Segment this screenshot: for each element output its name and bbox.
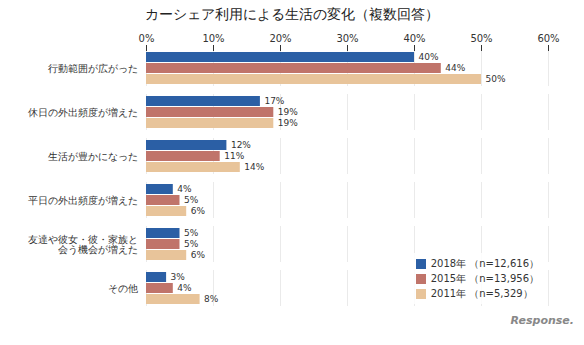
html-text:2018年 （n=12,616）: 2018年 （n=12,616） bbox=[430, 258, 539, 269]
html-text:2015年 （n=13,956）: 2015年 （n=13,956） bbox=[430, 273, 539, 284]
svg-text:生活が豊かになった: 生活が豊かになった bbox=[48, 151, 138, 162]
svg-text:12%: 12% bbox=[231, 140, 251, 150]
svg-text:10%: 10% bbox=[202, 33, 224, 44]
svg-text:30%: 30% bbox=[336, 33, 358, 44]
svg-text:40%: 40% bbox=[419, 52, 439, 62]
svg-text:19%: 19% bbox=[278, 118, 298, 128]
svg-text:休日の外出頻度が増えた: 休日の外出頻度が増えた bbox=[28, 107, 138, 118]
svg-text:17%: 17% bbox=[264, 96, 284, 106]
svg-text:友達や彼女・彼・家族と会う機会が増えた: 友達や彼女・彼・家族と会う機会が増えた bbox=[28, 234, 138, 255]
svg-text:40%: 40% bbox=[403, 33, 425, 44]
svg-text:8%: 8% bbox=[204, 294, 219, 304]
svg-text:6%: 6% bbox=[191, 206, 206, 216]
svg-text:5%: 5% bbox=[184, 228, 199, 238]
html-text:Response.: Response. bbox=[510, 314, 574, 327]
svg-text:0%: 0% bbox=[139, 33, 155, 44]
svg-text:3%: 3% bbox=[171, 272, 186, 282]
svg-text:行動範囲が広がった: 行動範囲が広がった bbox=[48, 63, 138, 74]
svg-text:19%: 19% bbox=[278, 107, 298, 117]
svg-text:平日の外出頻度が増えた: 平日の外出頻度が増えた bbox=[28, 195, 138, 206]
svg-text:その他: その他 bbox=[108, 283, 138, 294]
svg-text:14%: 14% bbox=[244, 162, 264, 172]
svg-text:4%: 4% bbox=[177, 283, 192, 293]
svg-text:6%: 6% bbox=[191, 250, 206, 260]
svg-text:44%: 44% bbox=[445, 63, 465, 73]
svg-text:50%: 50% bbox=[470, 33, 492, 44]
html-text:2011年 （n=5,329）: 2011年 （n=5,329） bbox=[430, 288, 533, 299]
html-text:カーシェア利用による生活の変化（複数回答）: カーシェア利用による生活の変化（複数回答） bbox=[145, 6, 439, 22]
svg-text:20%: 20% bbox=[269, 33, 291, 44]
svg-text:4%: 4% bbox=[177, 184, 192, 194]
svg-text:5%: 5% bbox=[184, 195, 199, 205]
svg-text:11%: 11% bbox=[224, 151, 244, 161]
svg-text:50%: 50% bbox=[486, 74, 506, 84]
svg-text:60%: 60% bbox=[537, 33, 559, 44]
svg-text:5%: 5% bbox=[184, 239, 199, 249]
